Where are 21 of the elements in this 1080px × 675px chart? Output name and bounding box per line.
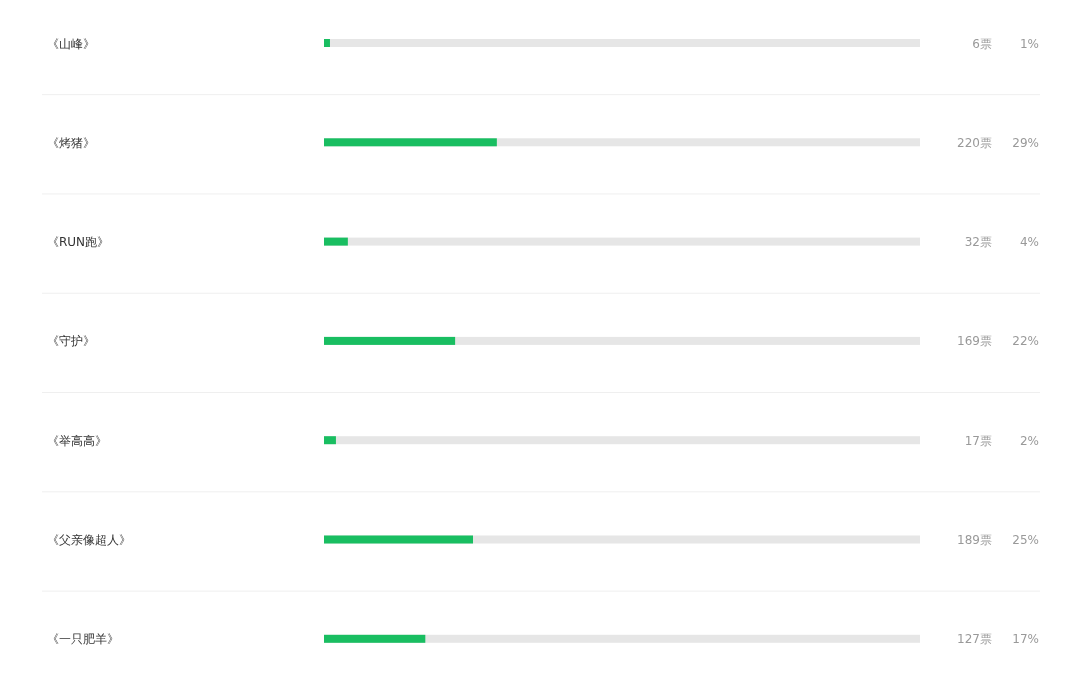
data-label: 29% bbox=[1012, 135, 1039, 150]
text: 169票 bbox=[957, 334, 992, 349]
text: 220票 bbox=[957, 135, 992, 150]
y-tick-label: 《父亲像超人》 bbox=[47, 533, 131, 547]
y-tick-label: 《举高高》 bbox=[47, 433, 107, 448]
text: 6票 bbox=[972, 36, 992, 51]
text: 127票 bbox=[957, 632, 992, 647]
data-label: 2% bbox=[1019, 433, 1039, 448]
data-label: 22% bbox=[1012, 334, 1039, 349]
data-label: 17% bbox=[1012, 632, 1039, 647]
y-tick-label: 《守护》 bbox=[47, 334, 95, 349]
y-tick-label: 《烤猪》 bbox=[47, 135, 95, 150]
data-label: 1% bbox=[1019, 36, 1039, 51]
text: 189票 bbox=[957, 533, 992, 547]
y-tick-label: 《RUN跑》 bbox=[47, 235, 110, 250]
y-tick-label: 《一只肥羊》 bbox=[47, 632, 119, 647]
y-tick-label: 《山峰》 bbox=[47, 36, 95, 51]
text: 17票 bbox=[964, 433, 992, 448]
data-label: 4% bbox=[1019, 235, 1039, 250]
text: 32票 bbox=[964, 235, 992, 250]
data-label: 25% bbox=[1012, 533, 1039, 547]
